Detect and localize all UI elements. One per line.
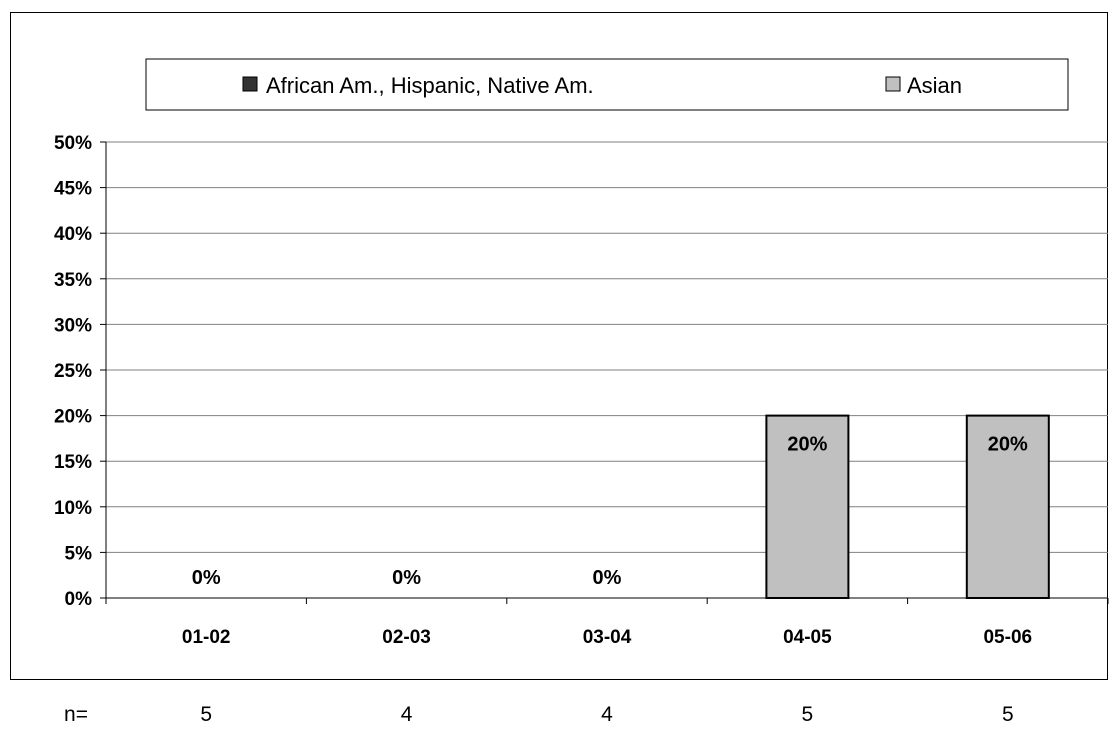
y-tick-label: 45%	[54, 179, 92, 200]
y-tick-label: 15%	[54, 452, 92, 473]
legend-box	[145, 58, 1069, 111]
y-tick-label: 40%	[54, 224, 92, 245]
legend-swatch-icon	[242, 76, 258, 92]
y-tick-label: 0%	[65, 589, 93, 610]
legend-label: Asian	[907, 73, 962, 98]
n-value: 5	[200, 703, 212, 726]
chart-frame	[10, 12, 1108, 680]
x-category-labels: 01-02 02-03 03-04 04-05 05-06	[182, 627, 1032, 648]
data-label: 20%	[988, 434, 1028, 456]
data-label: 0%	[593, 567, 622, 589]
sample-size-row: 5 4 4 5 5 n=	[64, 703, 1014, 726]
n-value: 4	[601, 703, 613, 726]
x-category-label: 04-05	[783, 627, 832, 648]
y-tick-label: 25%	[54, 361, 92, 382]
bars	[765, 414, 1050, 599]
data-label: 0%	[192, 567, 221, 589]
axes	[100, 141, 1109, 604]
x-category-label: 05-06	[983, 627, 1032, 648]
legend-swatch-icon	[885, 76, 901, 92]
data-label: 20%	[787, 434, 827, 456]
n-label: n=	[64, 703, 88, 726]
data-label: 0%	[392, 567, 421, 589]
x-category-label: 03-04	[583, 627, 632, 648]
data-labels: 0% 0% 0% 20% 20%	[192, 434, 1028, 589]
bar-asian	[765, 414, 850, 599]
y-tick-label: 50%	[54, 133, 92, 154]
x-category-label: 02-03	[382, 627, 431, 648]
legend: African Am., Hispanic, Native Am. Asian	[145, 58, 1069, 111]
n-value: 5	[1002, 703, 1014, 726]
y-tick-label: 30%	[54, 315, 92, 336]
legend-label: African Am., Hispanic, Native Am.	[266, 73, 594, 98]
x-category-label: 01-02	[182, 627, 231, 648]
y-tick-label: 20%	[54, 407, 92, 428]
bar-asian	[965, 414, 1050, 599]
n-value: 4	[401, 703, 413, 726]
y-tick-label: 5%	[65, 543, 93, 564]
y-tick-label: 10%	[54, 498, 92, 519]
gridlines	[106, 141, 1108, 553]
n-value: 5	[802, 703, 814, 726]
y-tick-label: 35%	[54, 270, 92, 291]
y-tick-labels: 0% 5% 10% 15% 20% 25% 30% 35% 40% 45% 50%	[54, 133, 92, 610]
